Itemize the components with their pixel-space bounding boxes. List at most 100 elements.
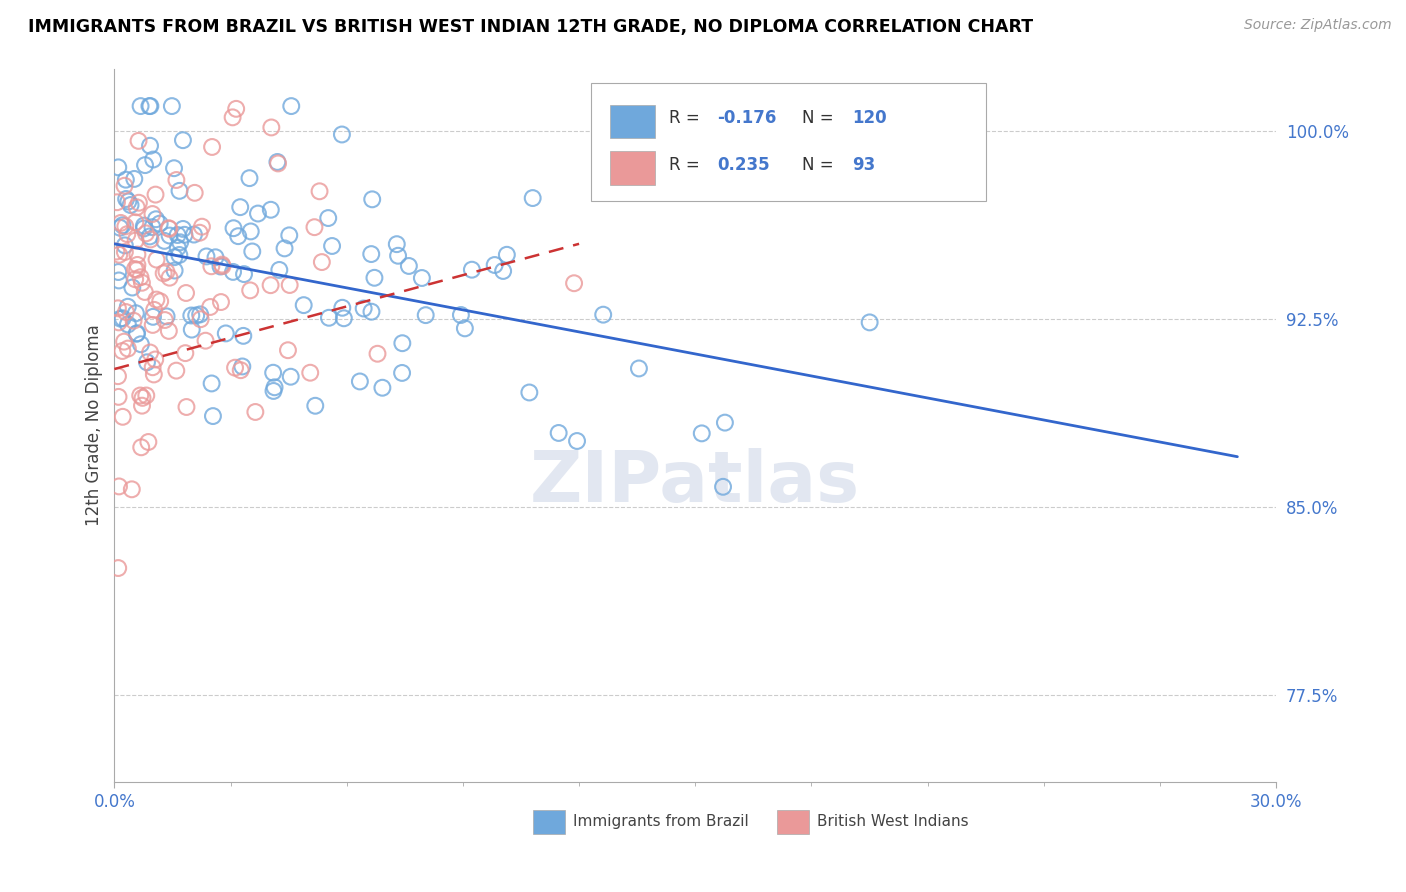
Point [136, 355, 159, 369]
Point [107, 561, 129, 575]
Point [141, 220, 163, 235]
Point [117, 227, 139, 241]
Point [454, 321, 477, 335]
Point [318, 310, 340, 325]
Point [183, 186, 205, 200]
Point [107, 390, 129, 404]
Point [859, 315, 882, 329]
Point [174, 346, 197, 360]
Point [145, 252, 167, 267]
Point [159, 270, 181, 285]
Point [139, 232, 162, 246]
Point [391, 336, 413, 351]
Point [308, 184, 330, 198]
Point [107, 265, 129, 279]
Point [229, 200, 252, 214]
Point [125, 262, 148, 277]
Point [522, 191, 544, 205]
Point [125, 306, 148, 320]
Point [174, 285, 197, 300]
Point [565, 434, 588, 448]
Point [321, 239, 343, 253]
Point [134, 285, 156, 299]
Point [172, 133, 194, 147]
Point [114, 244, 136, 259]
Point [211, 259, 233, 273]
Point [135, 388, 157, 402]
Point [492, 264, 515, 278]
Point [714, 416, 737, 430]
Point [330, 128, 353, 142]
Point [141, 207, 163, 221]
Point [139, 345, 162, 359]
Point [222, 265, 245, 279]
Point [277, 343, 299, 358]
Point [239, 284, 262, 298]
Point [115, 305, 138, 319]
Point [132, 219, 155, 233]
Point [110, 216, 132, 230]
Point [121, 483, 143, 497]
Point [226, 229, 249, 244]
Text: IMMIGRANTS FROM BRAZIL VS BRITISH WEST INDIAN 12TH GRADE, NO DIPLOMA CORRELATION: IMMIGRANTS FROM BRAZIL VS BRITISH WEST I… [28, 18, 1033, 36]
Text: Immigrants from Brazil: Immigrants from Brazil [574, 814, 749, 829]
Point [165, 364, 187, 378]
Point [263, 380, 285, 394]
Point [188, 307, 211, 321]
Point [690, 426, 713, 441]
Point [273, 241, 295, 255]
Point [224, 360, 246, 375]
Point [155, 310, 177, 324]
Point [450, 308, 472, 322]
Point [195, 249, 218, 263]
Point [107, 301, 129, 316]
Point [166, 241, 188, 255]
Point [215, 326, 238, 341]
Point [124, 262, 146, 277]
Point [117, 318, 139, 332]
Point [127, 258, 149, 272]
Text: 120: 120 [852, 110, 887, 128]
Point [157, 222, 180, 236]
Point [114, 178, 136, 193]
Point [201, 376, 224, 391]
Point [232, 329, 254, 343]
Point [259, 278, 281, 293]
Point [330, 301, 353, 315]
Point [160, 99, 183, 113]
Point [209, 260, 232, 274]
Point [204, 250, 226, 264]
Point [627, 361, 650, 376]
Point [134, 158, 156, 172]
Point [111, 219, 134, 233]
Point [129, 99, 152, 113]
Point [180, 323, 202, 337]
Point [361, 192, 384, 206]
Point [304, 399, 326, 413]
Point [135, 227, 157, 241]
Point [278, 278, 301, 293]
Point [245, 405, 267, 419]
Point [143, 302, 166, 317]
Point [316, 211, 339, 225]
Point [169, 184, 191, 198]
Text: R =: R = [668, 156, 704, 174]
Point [142, 368, 165, 382]
Point [200, 300, 222, 314]
Point [211, 258, 233, 272]
Point [172, 222, 194, 236]
Point [349, 375, 371, 389]
Point [124, 234, 146, 248]
Point [120, 198, 142, 212]
Text: British West Indians: British West Indians [817, 814, 969, 829]
Point [145, 187, 167, 202]
Point [517, 385, 540, 400]
Point [145, 212, 167, 227]
FancyBboxPatch shape [591, 83, 986, 201]
Point [105, 244, 128, 259]
Point [260, 120, 283, 135]
Point [110, 311, 132, 326]
Point [149, 217, 172, 231]
Point [266, 155, 288, 169]
Point [142, 310, 165, 324]
